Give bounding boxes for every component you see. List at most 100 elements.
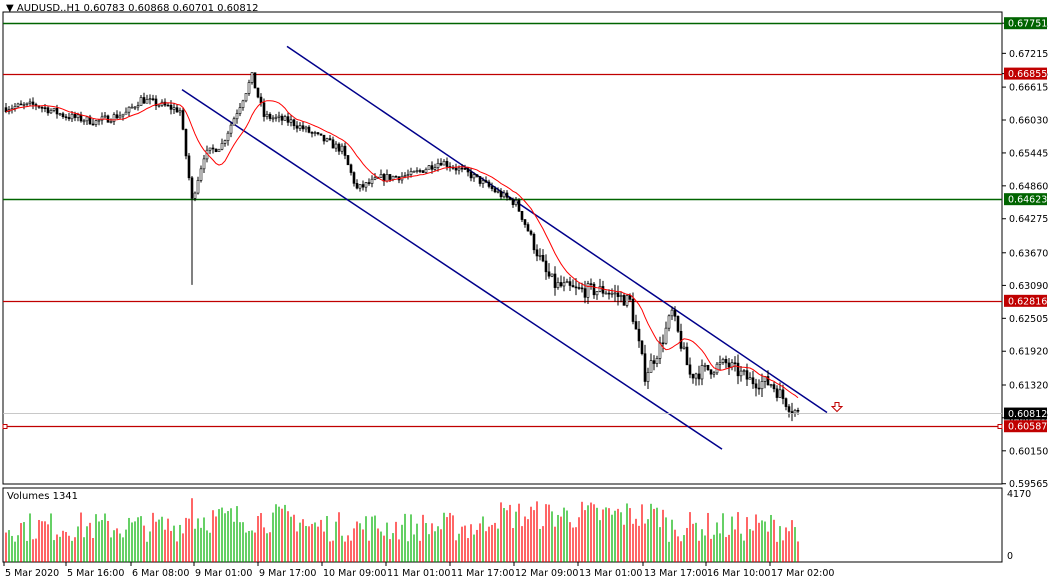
candle[interactable] xyxy=(619,291,623,303)
candle[interactable] xyxy=(742,368,746,376)
candle[interactable] xyxy=(58,112,62,117)
candle[interactable] xyxy=(373,173,377,181)
candle[interactable] xyxy=(292,118,296,130)
candle[interactable] xyxy=(625,294,629,308)
candle[interactable] xyxy=(586,280,590,305)
candle[interactable] xyxy=(304,125,308,133)
candle[interactable] xyxy=(514,196,518,207)
candle[interactable] xyxy=(655,355,659,368)
candle[interactable] xyxy=(538,248,542,261)
candle[interactable] xyxy=(421,170,425,173)
candle[interactable] xyxy=(568,276,572,292)
candle[interactable] xyxy=(721,357,725,365)
candle[interactable] xyxy=(592,281,596,299)
candle[interactable] xyxy=(439,158,443,167)
candle[interactable] xyxy=(100,112,104,125)
candle[interactable] xyxy=(670,306,674,320)
candle[interactable] xyxy=(499,188,503,200)
candle[interactable] xyxy=(466,166,470,177)
candle[interactable] xyxy=(211,144,215,154)
candle[interactable] xyxy=(415,167,419,174)
candle[interactable] xyxy=(232,116,236,126)
candle[interactable] xyxy=(133,106,137,110)
candle[interactable] xyxy=(751,370,755,389)
candle[interactable] xyxy=(775,385,779,402)
candle[interactable] xyxy=(280,113,284,126)
candle[interactable] xyxy=(520,210,524,222)
candle[interactable] xyxy=(664,321,668,345)
candle[interactable] xyxy=(238,102,242,117)
candle[interactable] xyxy=(202,154,206,174)
candle[interactable] xyxy=(571,279,575,288)
candle[interactable] xyxy=(712,370,716,378)
candle[interactable] xyxy=(529,229,533,236)
candle[interactable] xyxy=(268,112,272,122)
candle[interactable] xyxy=(88,114,92,125)
candle[interactable] xyxy=(346,154,350,166)
candle[interactable] xyxy=(676,315,680,333)
candle[interactable] xyxy=(673,306,677,322)
sell-arrow-icon[interactable] xyxy=(830,401,844,413)
candle[interactable] xyxy=(208,147,212,155)
candle[interactable] xyxy=(577,282,581,290)
candle[interactable] xyxy=(700,359,704,386)
candle[interactable] xyxy=(613,284,617,302)
candle[interactable] xyxy=(319,133,323,136)
candle[interactable] xyxy=(193,191,197,202)
candle[interactable] xyxy=(589,278,593,290)
candle[interactable] xyxy=(760,373,764,397)
candle[interactable] xyxy=(709,369,713,379)
candle[interactable] xyxy=(481,177,485,188)
candle[interactable] xyxy=(523,219,527,228)
candle[interactable] xyxy=(103,112,107,119)
candle[interactable] xyxy=(772,381,776,393)
candle[interactable] xyxy=(94,119,98,127)
candle[interactable] xyxy=(565,278,569,284)
candle[interactable] xyxy=(352,171,356,187)
candle[interactable] xyxy=(511,197,515,208)
candle[interactable] xyxy=(337,142,341,155)
candle[interactable] xyxy=(253,72,257,89)
candle[interactable] xyxy=(517,198,521,212)
candle[interactable] xyxy=(727,357,731,375)
candle[interactable] xyxy=(223,139,227,147)
candle[interactable] xyxy=(199,165,203,183)
candle[interactable] xyxy=(190,175,194,285)
candle[interactable] xyxy=(40,105,44,113)
candle[interactable] xyxy=(526,222,530,232)
candle[interactable] xyxy=(115,110,119,120)
candle[interactable] xyxy=(763,375,767,389)
candle[interactable] xyxy=(289,114,293,127)
candle[interactable] xyxy=(685,342,689,366)
candle[interactable] xyxy=(409,167,413,178)
candle[interactable] xyxy=(334,141,338,152)
candle[interactable] xyxy=(790,402,794,422)
candle[interactable] xyxy=(739,365,743,382)
candle[interactable] xyxy=(460,163,464,173)
candle[interactable] xyxy=(82,118,86,125)
candle[interactable] xyxy=(148,94,152,105)
candle[interactable] xyxy=(754,378,758,397)
candle[interactable] xyxy=(475,174,479,178)
candle[interactable] xyxy=(688,357,692,379)
candle[interactable] xyxy=(787,404,791,418)
candle[interactable] xyxy=(484,176,488,184)
candle[interactable] xyxy=(493,186,497,194)
candle[interactable] xyxy=(472,172,476,182)
candle[interactable] xyxy=(643,344,647,386)
channel-upper-line[interactable] xyxy=(286,45,828,414)
candle[interactable] xyxy=(301,121,305,132)
candle[interactable] xyxy=(184,128,188,160)
candle[interactable] xyxy=(22,102,26,110)
candle[interactable] xyxy=(724,355,728,369)
candle[interactable] xyxy=(340,143,344,155)
candle[interactable] xyxy=(544,254,548,280)
candle[interactable] xyxy=(607,289,611,300)
candle[interactable] xyxy=(769,383,773,388)
candle[interactable] xyxy=(679,323,683,352)
candle[interactable] xyxy=(295,121,299,133)
candle[interactable] xyxy=(370,175,374,188)
candle[interactable] xyxy=(412,170,416,173)
level-anchor-right[interactable] xyxy=(997,424,1003,429)
